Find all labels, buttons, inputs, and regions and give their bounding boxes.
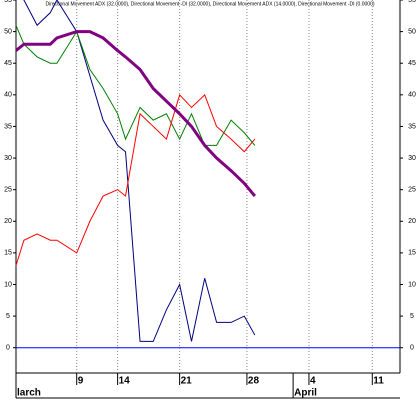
y-tick-label-right: 5 <box>410 313 414 320</box>
y-tick-label-right: 50 <box>408 28 416 35</box>
series-line <box>23 0 256 342</box>
y-tick-label: 30 <box>4 155 12 162</box>
y-tick-label: 15 <box>4 250 12 257</box>
y-tick-label-right: 20 <box>408 218 416 225</box>
x-tick-label: 11 <box>373 376 384 387</box>
x-tick-label: 9 <box>78 376 84 387</box>
x-tick-label: 21 <box>181 376 193 387</box>
y-tick-label-right: 30 <box>408 155 416 162</box>
y-tick-label: 40 <box>4 92 12 99</box>
y-tick-label: 0 <box>6 345 10 352</box>
series-line <box>15 30 256 197</box>
x-tick-label: 28 <box>248 376 260 387</box>
y-tick-label: 55 <box>4 0 12 4</box>
y-tick-label-right: 45 <box>408 60 416 67</box>
y-tick-label: 35 <box>4 123 12 130</box>
y-tick-label-right: 10 <box>408 281 416 288</box>
y-tick-label: 5 <box>6 313 10 320</box>
y-tick-label-right: 0 <box>410 345 414 352</box>
month-label: larch <box>17 388 41 399</box>
y-tick-label: 10 <box>4 281 12 288</box>
month-label: April <box>294 388 317 399</box>
y-tick-label: 50 <box>4 28 12 35</box>
y-tick-label: 25 <box>4 187 12 194</box>
y-tick-label-right: 15 <box>408 250 416 257</box>
y-tick-label-right: 25 <box>408 187 416 194</box>
y-tick-label-right: 40 <box>408 92 416 99</box>
chart-title: Directional Movement ADX (32.0000), Dire… <box>45 1 374 7</box>
series-line <box>15 93 256 266</box>
x-tick-label: 4 <box>310 376 316 387</box>
y-tick-label-right: 55 <box>408 0 416 4</box>
series-line <box>15 25 256 146</box>
x-tick-label: 14 <box>119 376 131 387</box>
y-tick-label-right: 35 <box>408 123 416 130</box>
y-tick-label: 20 <box>4 218 12 225</box>
y-tick-label: 45 <box>4 60 12 67</box>
